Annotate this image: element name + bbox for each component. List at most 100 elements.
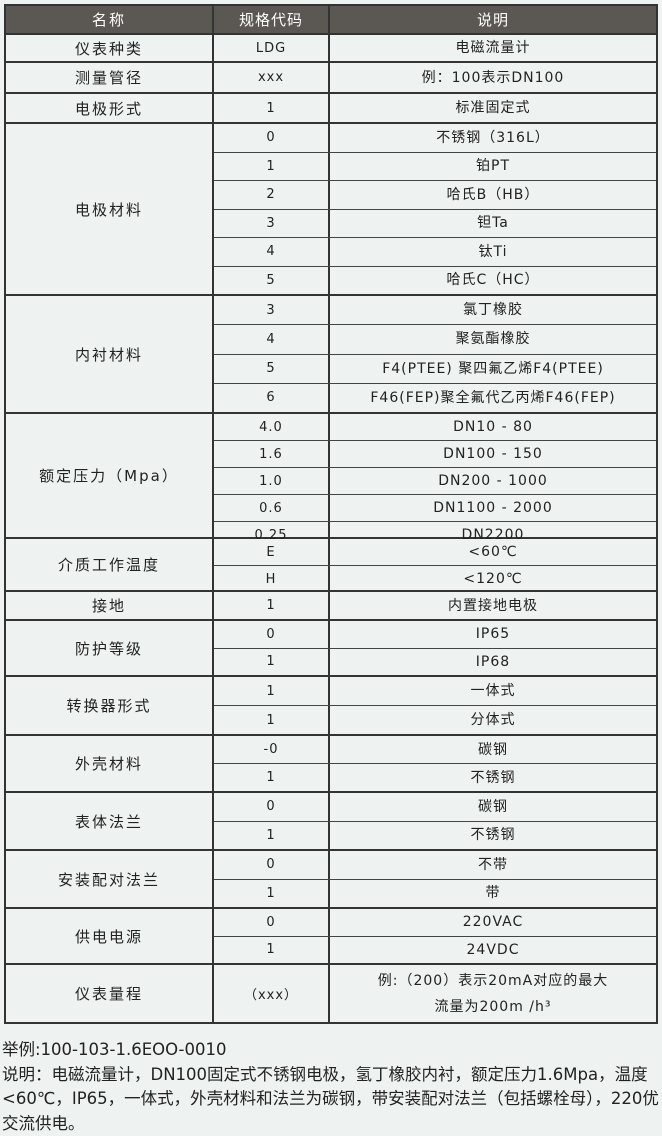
option-row: H<120℃ bbox=[214, 566, 656, 592]
spec-description: DN10 - 80 bbox=[330, 414, 656, 440]
spec-description: 哈氏C（HC） bbox=[330, 267, 656, 295]
item-name: 安装配对法兰 bbox=[6, 851, 214, 907]
spec-code: 1 bbox=[214, 592, 330, 619]
spec-description: 例：100表示DN100 bbox=[330, 63, 656, 92]
item-name: 仪表种类 bbox=[6, 35, 214, 61]
item-name: 外壳材料 bbox=[6, 736, 214, 791]
header-code: 规格代码 bbox=[214, 6, 330, 33]
spec-code: 1 bbox=[214, 706, 330, 734]
spec-code: xxx bbox=[214, 63, 330, 92]
notes: 举例:100-103-1.6EOO-0010 说明：电磁流量计，DN100固定式… bbox=[2, 1038, 662, 1136]
spec-code: 4 bbox=[214, 238, 330, 266]
spec-description: 不带 bbox=[330, 851, 656, 879]
spec-code: 0 bbox=[214, 124, 330, 152]
spec-description: 钽Ta bbox=[330, 210, 656, 238]
spec-code: LDG bbox=[214, 35, 330, 61]
spec-description: 一体式 bbox=[330, 677, 656, 705]
spec-description: 电磁流量计 bbox=[330, 35, 656, 61]
spec-description: 标准固定式 bbox=[330, 94, 656, 122]
spec-description: <60℃ bbox=[330, 539, 656, 565]
spec-code: 5 bbox=[214, 267, 330, 295]
spec-code: 5 bbox=[214, 355, 330, 383]
item-name: 内衬材料 bbox=[6, 296, 214, 412]
item-name: 测量管径 bbox=[6, 63, 214, 92]
header-name: 名称 bbox=[6, 6, 214, 33]
item-name: 转换器形式 bbox=[6, 677, 214, 734]
spec-code: H bbox=[214, 566, 330, 592]
spec-code: 3 bbox=[214, 296, 330, 324]
spec-description: 哈氏B（HB） bbox=[330, 181, 656, 209]
spec-description: 聚氨酯橡胶 bbox=[330, 325, 656, 353]
spec-code: -0 bbox=[214, 736, 330, 763]
option-row: （xxx）例:（200）表示20mA对应的最大 流量为200m /h³ bbox=[214, 965, 656, 1022]
spec-code: 4.0 bbox=[214, 414, 330, 440]
spec-code: 0 bbox=[214, 851, 330, 879]
spec-description: F4(PTEE) 聚四氟乙烯F4(PTEE) bbox=[330, 355, 656, 383]
spec-description: 分体式 bbox=[330, 706, 656, 734]
spec-description: 铂PT bbox=[330, 153, 656, 181]
spec-code: 1 bbox=[214, 880, 330, 908]
spec-code: 1 bbox=[214, 649, 330, 676]
spec-code: 1 bbox=[214, 94, 330, 122]
spec-description: 例:（200）表示20mA对应的最大 流量为200m /h³ bbox=[330, 965, 656, 1022]
table-row: 仪表量程（xxx）例:（200）表示20mA对应的最大 流量为200m /h³ bbox=[4, 965, 658, 1024]
header-desc: 说明 bbox=[330, 6, 656, 33]
example-code: 举例:100-103-1.6EOO-0010 bbox=[2, 1038, 662, 1063]
spec-description: DN1100 - 2000 bbox=[330, 495, 656, 521]
spec-code: E bbox=[214, 539, 330, 565]
spec-code: 6 bbox=[214, 384, 330, 412]
spec-description: 碳钢 bbox=[330, 793, 656, 821]
spec-description: 碳钢 bbox=[330, 736, 656, 763]
spec-code: 1 bbox=[214, 153, 330, 181]
spec-description: 不锈钢（316L） bbox=[330, 124, 656, 152]
spec-description: 氯丁橡胶 bbox=[330, 296, 656, 324]
item-name: 额定压力（Mpa） bbox=[6, 414, 214, 537]
option-row: E<60℃ bbox=[214, 539, 656, 566]
spec-code: 0.6 bbox=[214, 495, 330, 521]
spec-description: 内置接地电极 bbox=[330, 592, 656, 619]
spec-code: 1 bbox=[214, 764, 330, 791]
spec-description: IP65 bbox=[330, 621, 656, 648]
